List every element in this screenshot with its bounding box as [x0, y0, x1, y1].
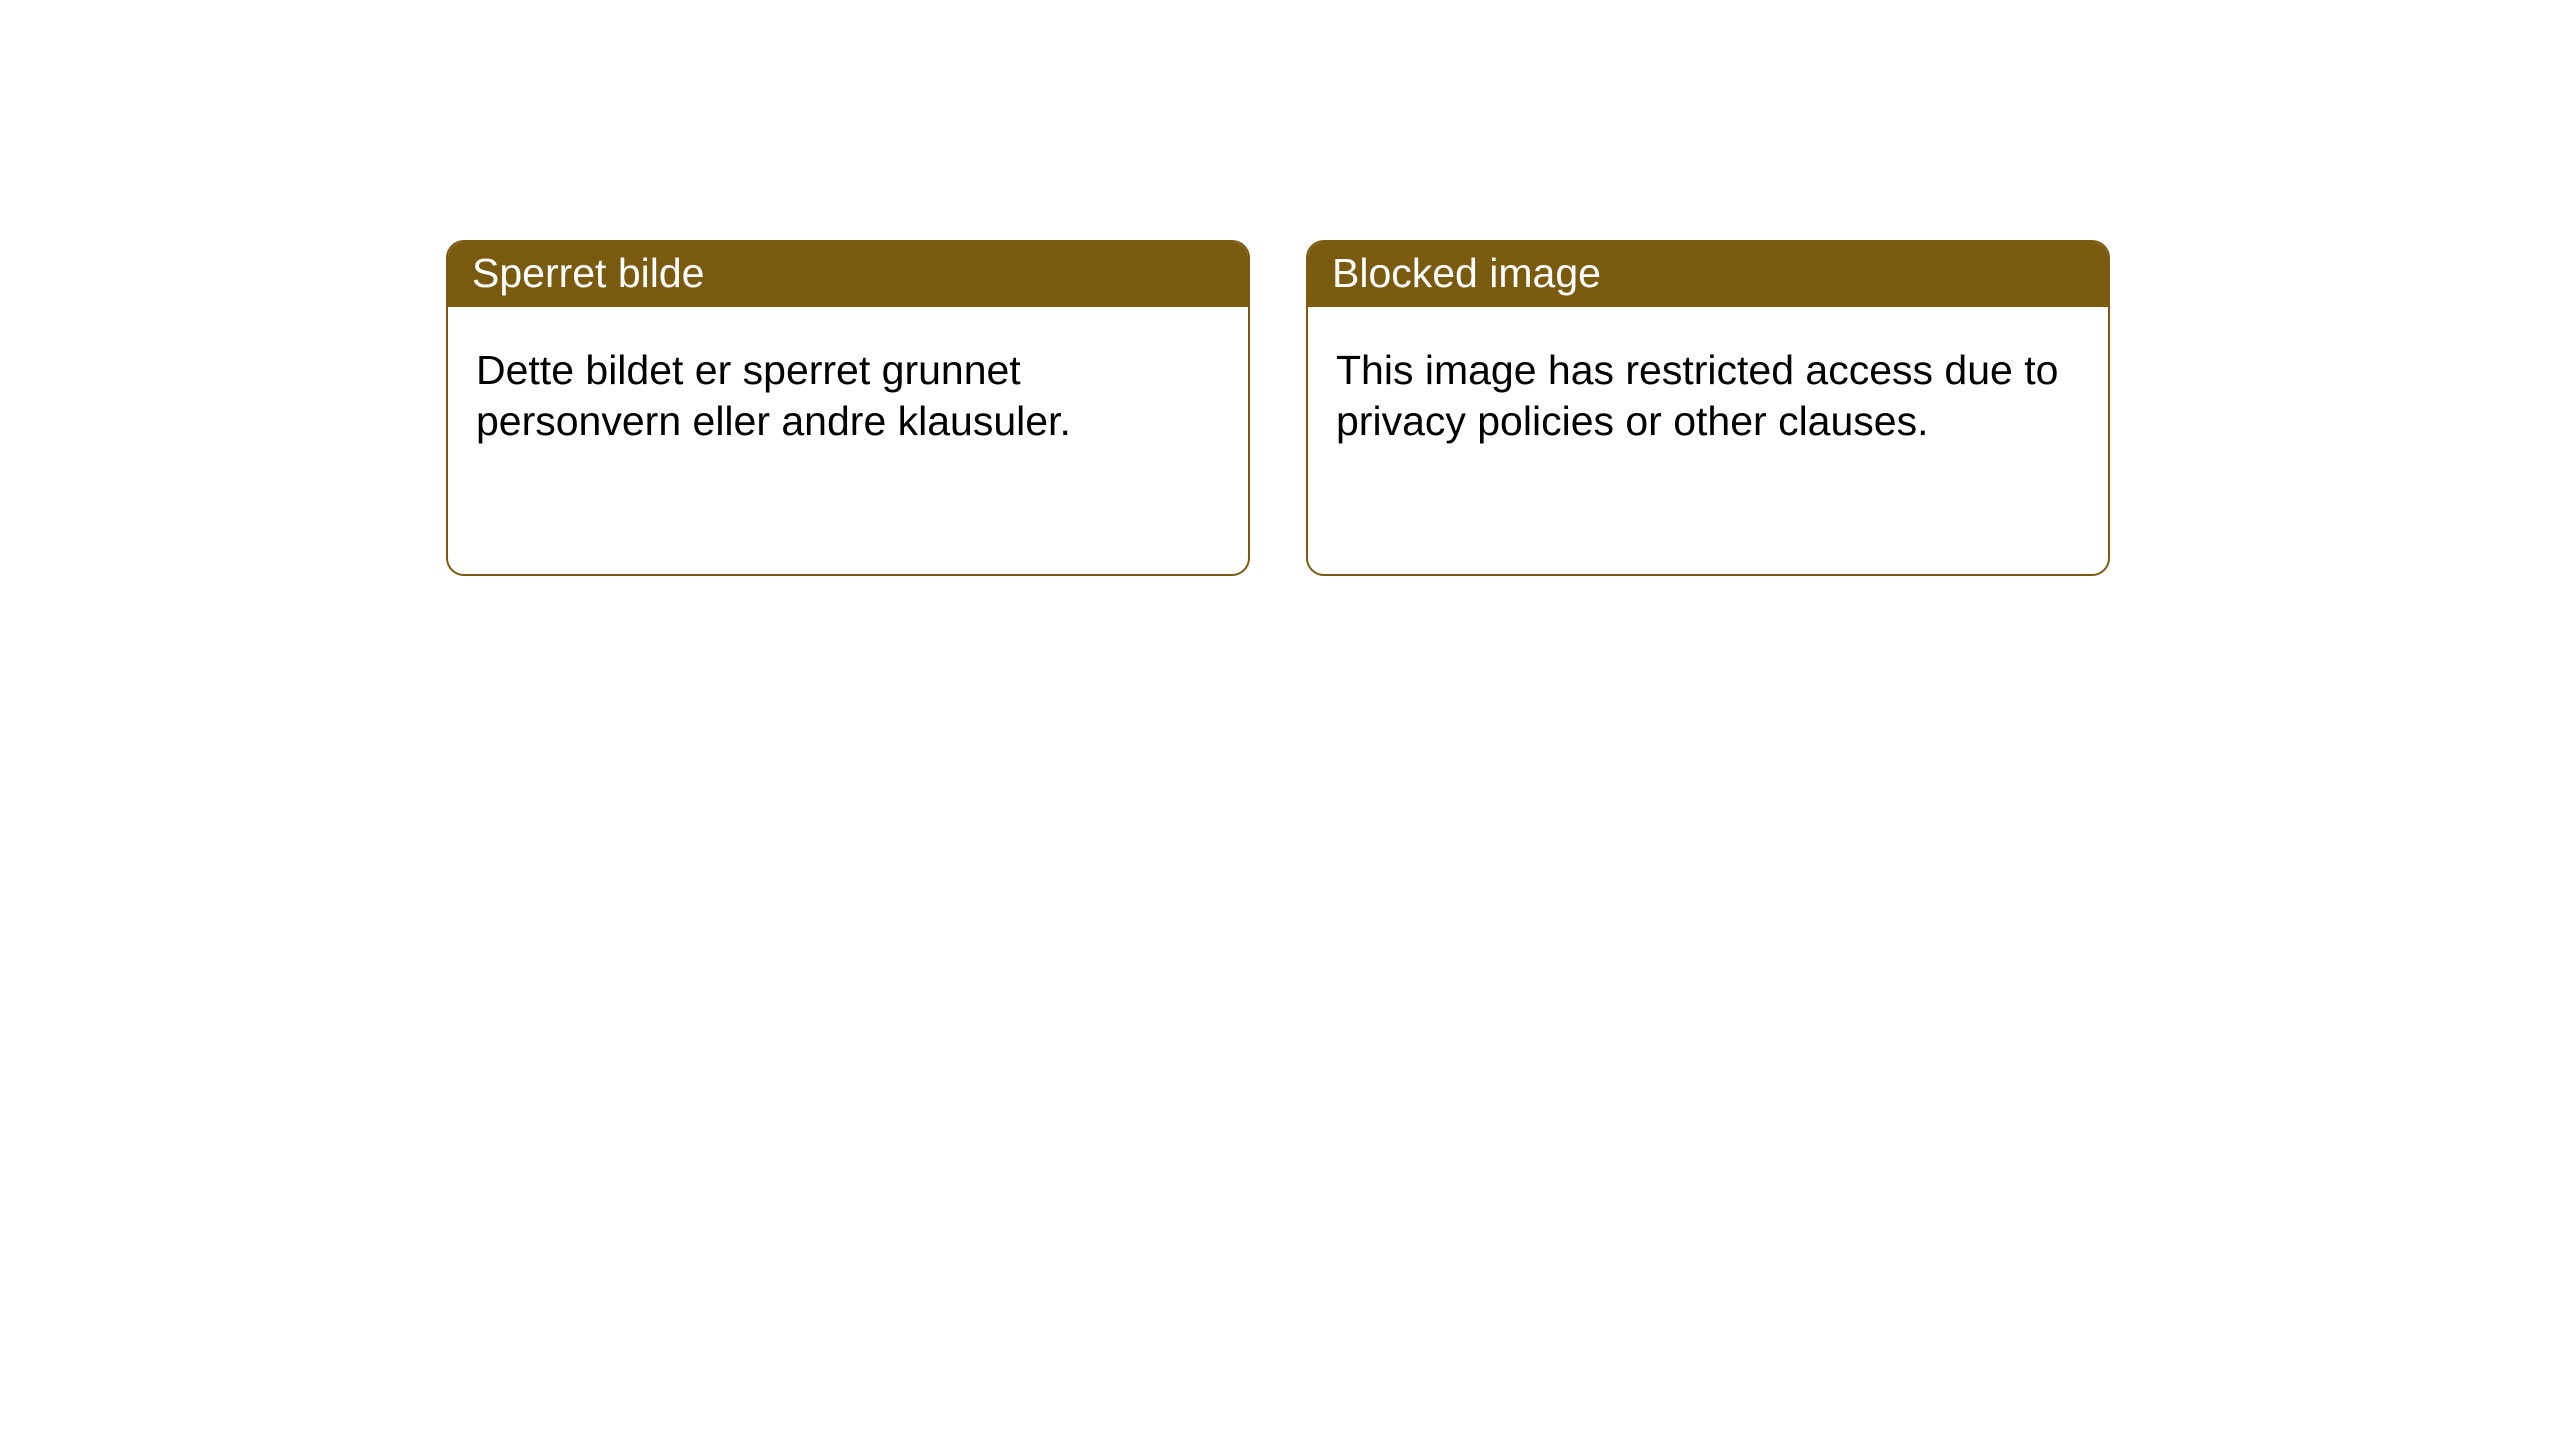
card-header-english: Blocked image	[1308, 242, 2108, 307]
blocked-image-card-norwegian: Sperret bilde Dette bildet er sperret gr…	[446, 240, 1250, 576]
blocked-image-notice-row: Sperret bilde Dette bildet er sperret gr…	[446, 240, 2560, 576]
card-body-norwegian: Dette bildet er sperret grunnet personve…	[448, 307, 1248, 486]
blocked-image-card-english: Blocked image This image has restricted …	[1306, 240, 2110, 576]
card-header-norwegian: Sperret bilde	[448, 242, 1248, 307]
card-body-english: This image has restricted access due to …	[1308, 307, 2108, 486]
